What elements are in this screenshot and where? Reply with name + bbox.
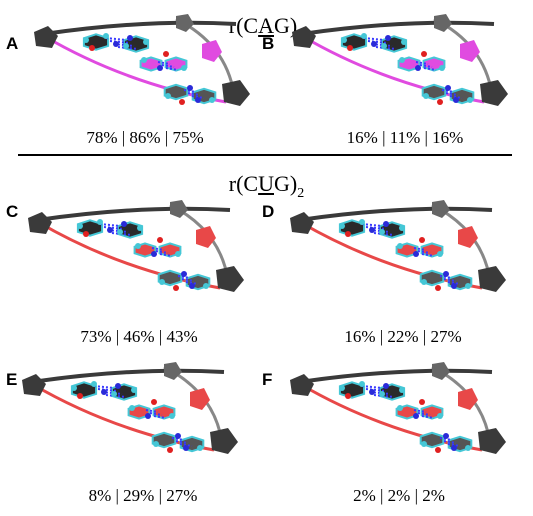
molecule-panel-c <box>20 200 260 300</box>
panel-label-b: B <box>262 34 275 53</box>
title-cug: r(CUG)2 <box>228 171 305 202</box>
molecule-panel-a <box>26 14 266 114</box>
panel-label-a: A <box>6 34 19 53</box>
percentages-b: 16% | 11% | 16% <box>346 128 464 147</box>
molecule-panel-f <box>282 362 522 462</box>
panel-label-f: F <box>262 370 273 389</box>
percentages-d: 16% | 22% | 27% <box>344 327 462 346</box>
molecule-panel-d <box>282 200 522 300</box>
section-divider <box>18 154 512 156</box>
percentages-e: 8% | 29% | 27% <box>88 486 198 505</box>
percentages-c: 73% | 46% | 43% <box>80 327 198 346</box>
molecule-panel-b <box>284 14 524 114</box>
panel-label-c: C <box>6 202 19 221</box>
percentages-a: 78% | 86% | 75% <box>86 128 204 147</box>
panel-label-e: E <box>6 370 18 389</box>
panel-label-d: D <box>262 202 275 221</box>
percentages-f: 2% | 2% | 2% <box>353 486 445 505</box>
molecule-panel-e <box>14 362 254 462</box>
